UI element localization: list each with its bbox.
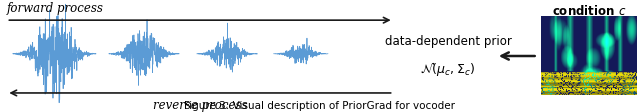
Text: $\mathcal{N}(\mu_c, \Sigma_c)$: $\mathcal{N}(\mu_c, \Sigma_c)$ <box>420 60 476 78</box>
Text: forward process: forward process <box>6 2 103 15</box>
Text: reverse process: reverse process <box>153 99 247 112</box>
Text: condition $c$: condition $c$ <box>552 4 626 18</box>
Text: Figure 3: Visual description of PriorGrad for vocoder: Figure 3: Visual description of PriorGra… <box>184 101 456 111</box>
Text: data-dependent prior: data-dependent prior <box>385 35 511 48</box>
